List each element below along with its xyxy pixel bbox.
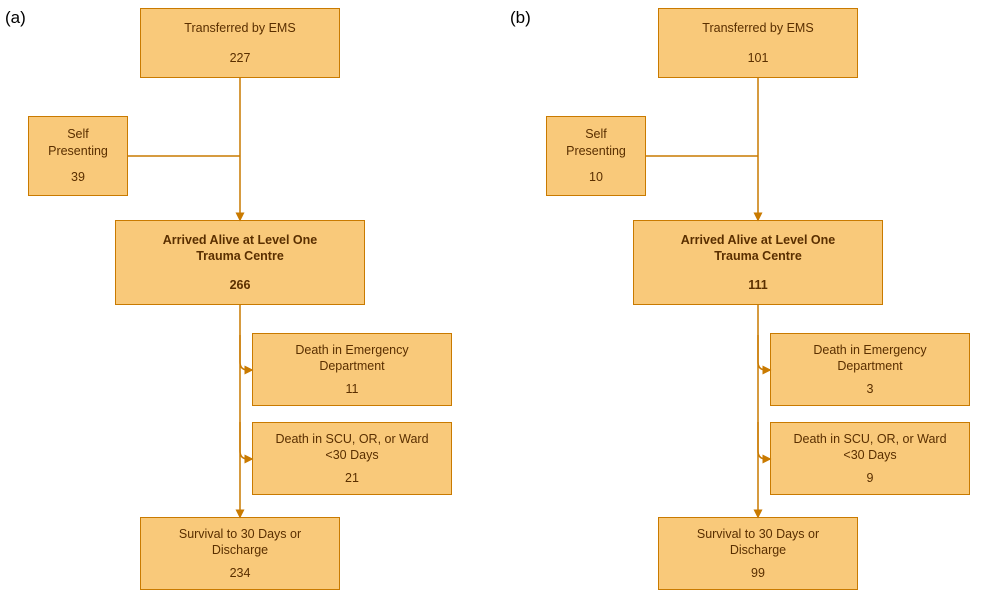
panel-b-box-survival: Survival to 30 Days orDischarge 99 bbox=[658, 517, 858, 590]
panel-b-box-death_ed-label: Death in EmergencyDepartment bbox=[813, 342, 926, 375]
panel-a-box-self: SelfPresenting 39 bbox=[28, 116, 128, 196]
panel-a-box-survival: Survival to 30 Days orDischarge 234 bbox=[140, 517, 340, 590]
panel-b-box-arrived: Arrived Alive at Level OneTrauma Centre 1… bbox=[633, 220, 883, 305]
panel-a-box-ems: Transferred by EMS 227 bbox=[140, 8, 340, 78]
panel-b-box-self-label: SelfPresenting bbox=[566, 126, 626, 159]
panel-b-box-ems-label: Transferred by EMS bbox=[702, 20, 813, 36]
panel-a-box-death_ed-label: Death in EmergencyDepartment bbox=[295, 342, 408, 375]
panel-a-box-self-value: 39 bbox=[71, 169, 85, 185]
panel-b-box-self: SelfPresenting 10 bbox=[546, 116, 646, 196]
panel-b-box-arrived-label: Arrived Alive at Level OneTrauma Centre bbox=[681, 232, 835, 265]
panel-a-box-ems-value: 227 bbox=[230, 50, 251, 66]
panel-b-box-self-value: 10 bbox=[589, 169, 603, 185]
panel-b-box-death_ed: Death in EmergencyDepartment 3 bbox=[770, 333, 970, 406]
panel-b-box-arrived-value: 111 bbox=[748, 277, 767, 293]
panel-a-box-arrived-value: 266 bbox=[230, 277, 251, 293]
panel-a-label: (a) bbox=[5, 8, 26, 28]
panel-a-box-survival-label: Survival to 30 Days orDischarge bbox=[179, 526, 301, 559]
panel-a-box-death_ed: Death in EmergencyDepartment 11 bbox=[252, 333, 452, 406]
panel-b-box-death_ed-value: 3 bbox=[867, 381, 874, 397]
panel-a-box-survival-value: 234 bbox=[230, 565, 251, 581]
panel-b-box-death_scu-label: Death in SCU, OR, or Ward<30 Days bbox=[793, 431, 946, 464]
panel-a-box-death_scu: Death in SCU, OR, or Ward<30 Days 21 bbox=[252, 422, 452, 495]
panel-b-box-survival-value: 99 bbox=[751, 565, 765, 581]
panel-b-box-survival-label: Survival to 30 Days orDischarge bbox=[697, 526, 819, 559]
panel-a-box-death_scu-label: Death in SCU, OR, or Ward<30 Days bbox=[275, 431, 428, 464]
panel-a-box-arrived: Arrived Alive at Level OneTrauma Centre 2… bbox=[115, 220, 365, 305]
panel-a-box-arrived-label: Arrived Alive at Level OneTrauma Centre bbox=[163, 232, 317, 265]
panel-b-box-ems-value: 101 bbox=[748, 50, 769, 66]
panel-a-box-death_scu-value: 21 bbox=[345, 470, 359, 486]
panel-b-box-ems: Transferred by EMS 101 bbox=[658, 8, 858, 78]
panel-a-box-self-label: SelfPresenting bbox=[48, 126, 108, 159]
panel-a-box-ems-label: Transferred by EMS bbox=[184, 20, 295, 36]
panel-a-box-death_ed-value: 11 bbox=[346, 381, 359, 397]
panel-b-box-death_scu-value: 9 bbox=[867, 470, 874, 486]
panel-b-box-death_scu: Death in SCU, OR, or Ward<30 Days 9 bbox=[770, 422, 970, 495]
panel-b-label: (b) bbox=[510, 8, 531, 28]
